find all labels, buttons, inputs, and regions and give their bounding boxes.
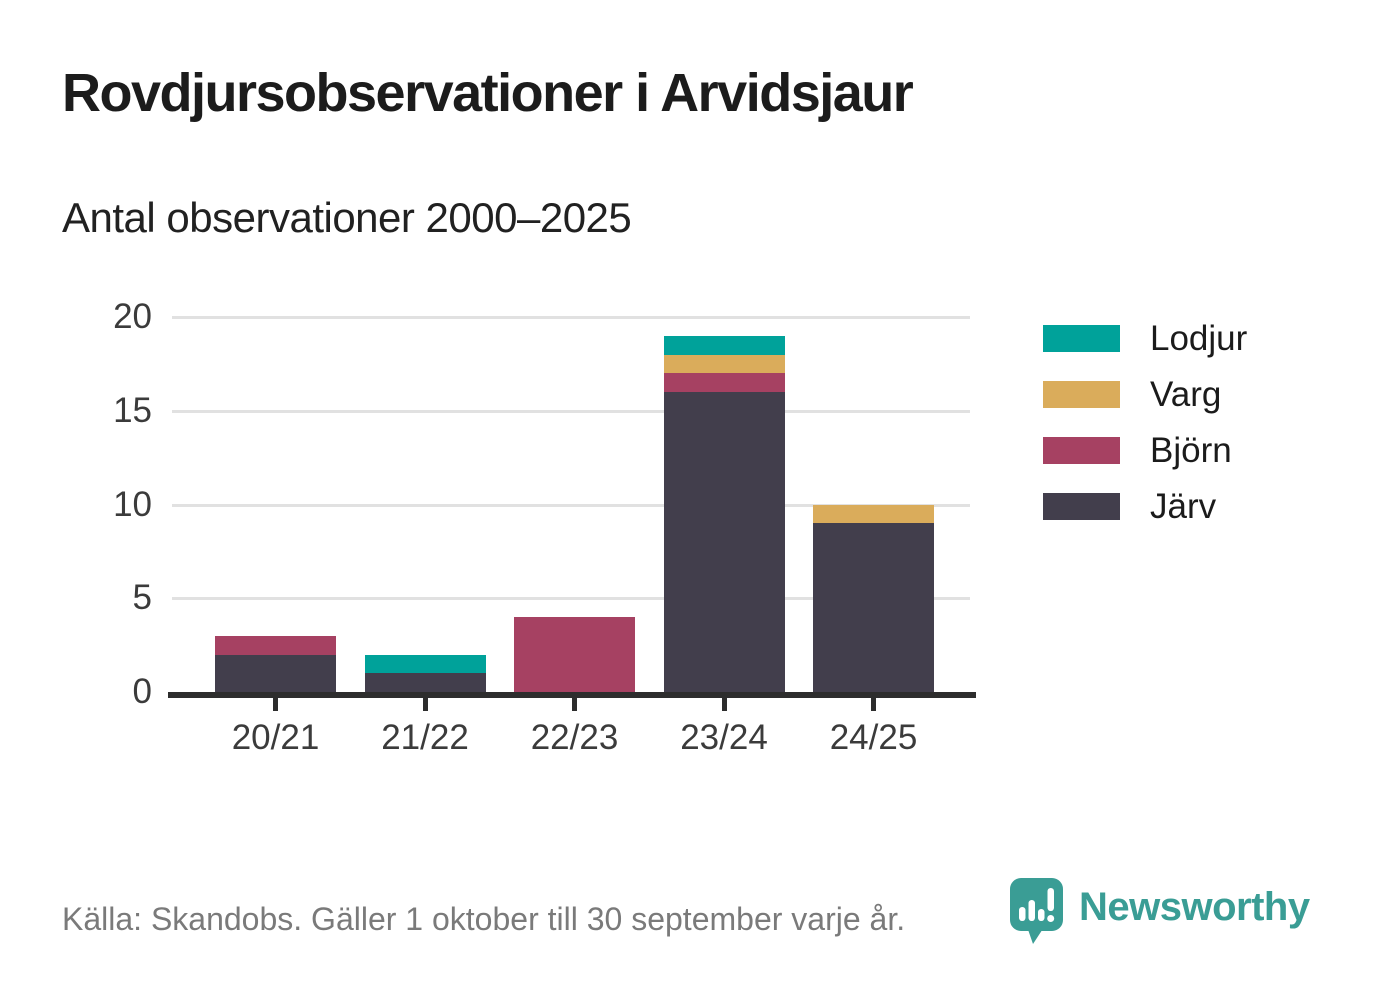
x-axis-tick-label: 21/22: [381, 718, 469, 757]
legend-label: Lodjur: [1150, 319, 1248, 358]
bar-segment-21-22-lodjur: [364, 654, 486, 674]
source-note: Källa: Skandobs. Gäller 1 oktober till 3…: [62, 901, 906, 937]
y-axis-tick-label: 15: [113, 390, 152, 430]
x-axis-tick: [572, 698, 577, 711]
newsworthy-speech-bubble-icon: [1010, 878, 1063, 944]
bar-segment-21-22-järv: [364, 673, 486, 692]
gridline-y-15: [172, 409, 970, 413]
bar-segment-23-24-varg: [663, 354, 785, 374]
x-axis-tick: [422, 698, 428, 711]
chart-subtitle: Antal observationer 2000–2025: [62, 194, 632, 241]
legend: Lodjur Varg Björn Järv: [1043, 321, 1247, 549]
x-axis-tick-label: 20/21: [231, 718, 320, 757]
gridline-y-5: [172, 597, 970, 601]
y-axis-tick-label: 0: [132, 672, 152, 711]
y-axis-tick-label: 20: [113, 297, 152, 336]
legend-swatch-varg: [1043, 381, 1120, 408]
newsworthy-wordmark: Newsworthy: [1079, 884, 1310, 929]
x-axis-tick-label: 23/24: [680, 718, 768, 757]
x-axis-tick-label: 24/25: [829, 718, 918, 757]
bar-segment-23-24-björn: [663, 373, 785, 392]
legend-swatch-järv: [1043, 493, 1120, 520]
gridline-y-10: [172, 503, 970, 507]
x-axis-line: [168, 692, 976, 698]
legend-label: Järv: [1150, 487, 1217, 526]
x-axis-tick: [871, 698, 876, 711]
x-axis-tick: [273, 698, 278, 711]
legend-label: Björn: [1150, 431, 1232, 470]
legend-item-varg: Varg: [1043, 377, 1247, 412]
legend-swatch-björn: [1043, 437, 1120, 464]
legend-label: Varg: [1150, 375, 1222, 414]
bar-segment-20-21-björn: [215, 635, 336, 655]
bar-segment-22-23-björn: [514, 617, 635, 692]
gridline-y-20: [172, 316, 970, 319]
legend-item-lodjur: Lodjur: [1043, 321, 1247, 356]
x-axis-tick: [721, 698, 727, 711]
y-axis-tick-label: 10: [113, 484, 152, 524]
bar-segment-24-25-järv: [813, 523, 934, 692]
newsworthy-logo: Newsworthy: [1008, 877, 1310, 945]
bar-segment-23-24-lodjur: [663, 335, 785, 355]
legend-item-järv: Järv: [1043, 489, 1247, 524]
y-axis-tick-label: 5: [132, 578, 152, 618]
bar-segment-24-25-varg: [813, 504, 934, 524]
page-title: Rovdjursobservationer i Arvidsjaur: [62, 63, 914, 123]
x-axis-tick-label: 22/23: [530, 718, 619, 757]
legend-item-björn: Björn: [1043, 433, 1247, 468]
bar-segment-20-21-järv: [215, 654, 336, 692]
bar-segment-23-24-järv: [663, 392, 785, 692]
legend-swatch-lodjur: [1043, 325, 1120, 352]
